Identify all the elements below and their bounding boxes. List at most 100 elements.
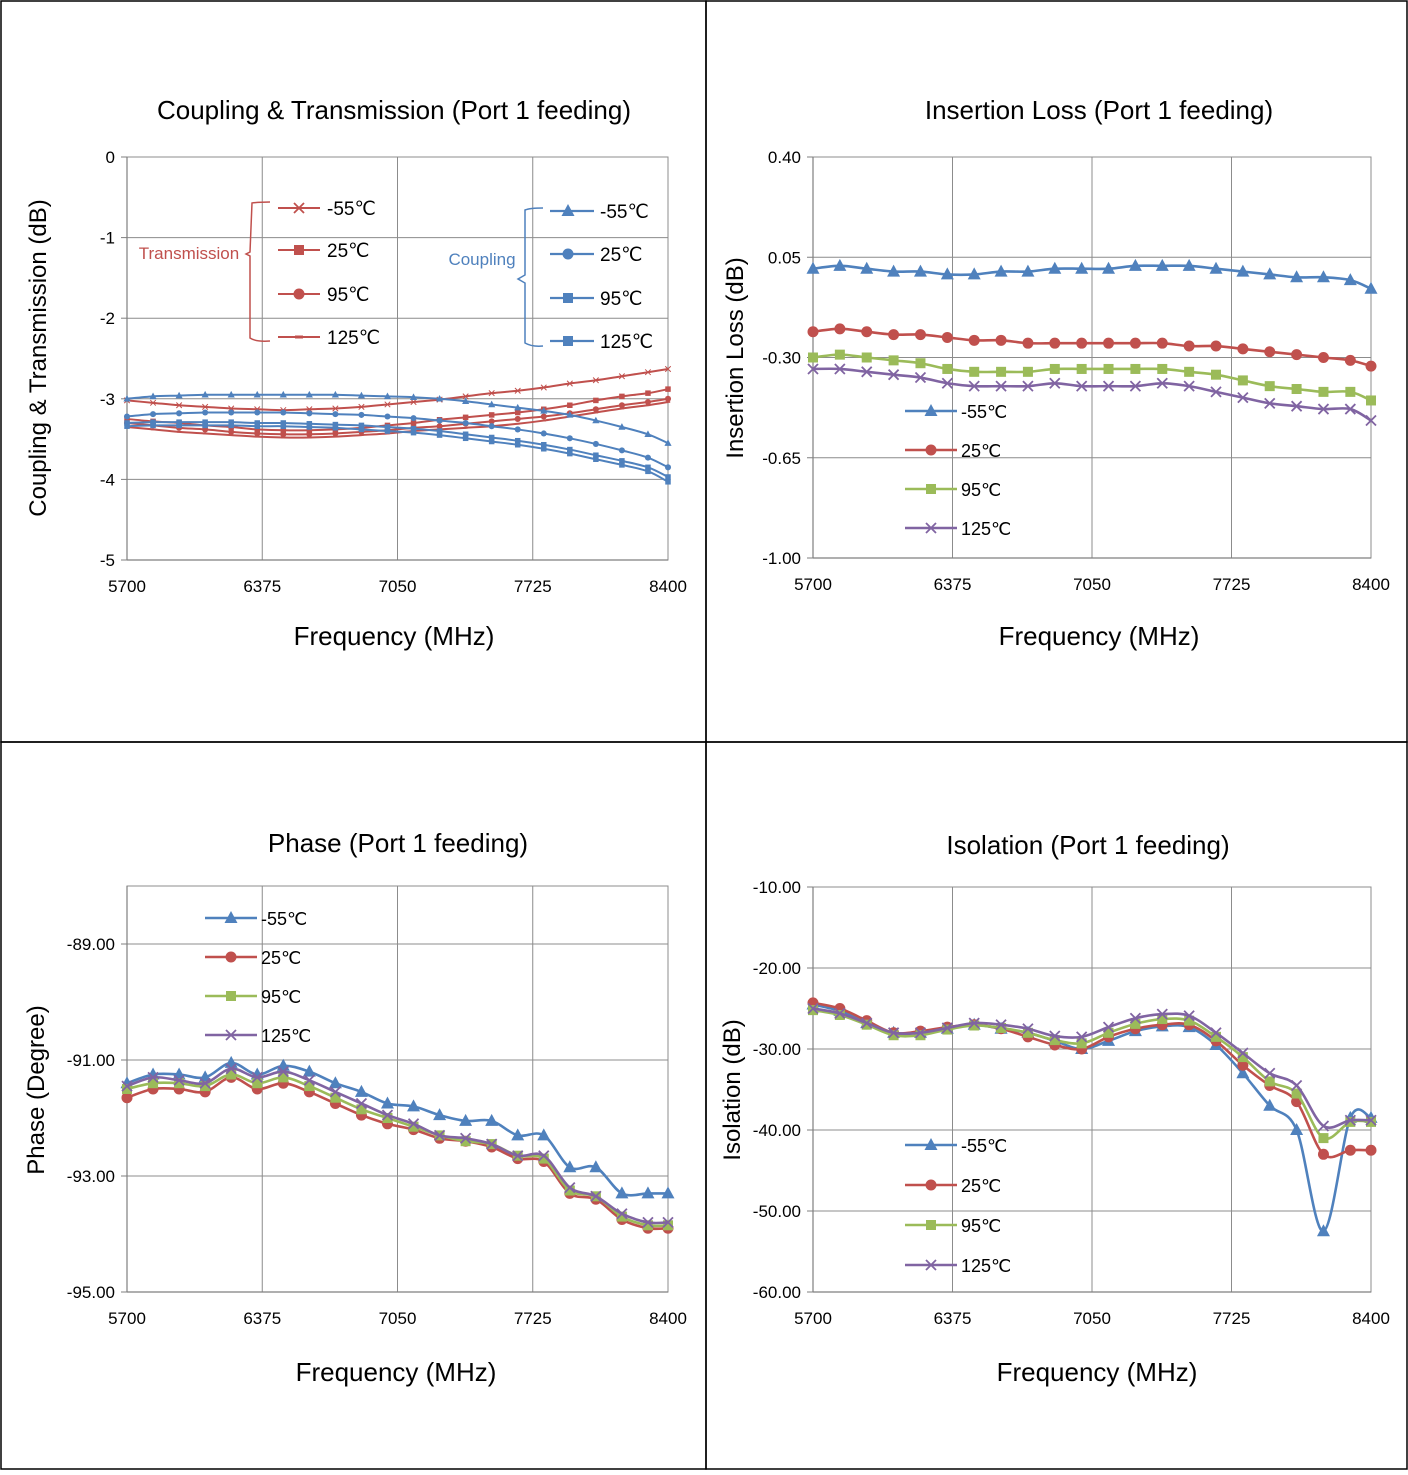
data-point (381, 1109, 394, 1121)
data-point (332, 405, 339, 412)
data-point (1156, 377, 1168, 389)
data-point-marker (410, 429, 417, 436)
data-point-marker (228, 428, 235, 435)
y-tick-label: -4 (100, 470, 115, 489)
data-point-marker (202, 403, 209, 410)
data-point (436, 423, 443, 430)
data-point (225, 1063, 237, 1075)
data-point (592, 416, 600, 424)
data-point-marker (514, 415, 521, 422)
data-point-marker (514, 387, 521, 394)
data-point (485, 1113, 499, 1126)
data-point (645, 464, 651, 471)
data-point-marker (227, 390, 235, 398)
data-point (592, 377, 599, 384)
data-point-marker (462, 435, 469, 442)
data-point (593, 456, 599, 462)
data-point (226, 1069, 237, 1080)
legend-marker (926, 1220, 936, 1230)
coupling-bracket (516, 207, 544, 347)
x-tick-label: 6375 (243, 577, 281, 596)
data-point (665, 474, 671, 480)
data-point-marker (664, 439, 672, 446)
data-point (592, 406, 599, 413)
data-point-marker (463, 426, 468, 429)
data-point (332, 430, 339, 437)
data-point (252, 1078, 263, 1089)
x-tick-label: 7725 (514, 577, 552, 596)
data-point-marker (358, 403, 365, 410)
data-point (436, 417, 443, 424)
data-point (486, 1138, 498, 1150)
data-point (1290, 400, 1303, 412)
data-point (1128, 258, 1142, 271)
x-tick-label: 6375 (934, 575, 972, 594)
data-point (228, 422, 234, 429)
data-point (176, 419, 182, 425)
data-point (328, 1076, 342, 1089)
series-line (812, 327, 1372, 368)
data-point-marker (488, 438, 495, 445)
x-axis-label: Frequency (MHz) (999, 621, 1200, 651)
data-point-marker (253, 390, 261, 398)
data-point-marker (228, 419, 234, 425)
series-25c (807, 323, 1377, 372)
data-point (1076, 1031, 1088, 1043)
data-point-marker (332, 421, 339, 428)
data-point (254, 426, 260, 433)
data-point (303, 1074, 315, 1086)
data-point (861, 366, 873, 378)
x-axis-label: Frequency (MHz) (296, 1357, 497, 1387)
data-point (149, 399, 157, 406)
data-point-marker (619, 407, 625, 410)
data-point (488, 423, 495, 430)
data-point-marker (566, 411, 574, 418)
data-point (122, 1084, 132, 1094)
data-point (1103, 1027, 1114, 1038)
data-point (619, 458, 625, 464)
data-point (540, 384, 547, 391)
data-point (488, 438, 495, 445)
data-point (409, 393, 418, 400)
data-point-marker (618, 373, 626, 380)
x-tick-label: 5700 (794, 1309, 832, 1328)
data-point (355, 1097, 368, 1110)
data-point-marker (279, 390, 287, 398)
legend: -55℃ 25℃ 95℃ 125℃ (205, 909, 311, 1046)
data-point (306, 421, 313, 427)
data-point (1237, 343, 1249, 355)
data-point (173, 1074, 185, 1086)
legend-label: 25℃ (961, 441, 1001, 461)
data-point (664, 395, 672, 402)
data-point (306, 424, 313, 430)
data-point-marker (150, 422, 156, 429)
data-point (407, 1118, 420, 1130)
data-point (665, 401, 671, 403)
x-tick-label: 7050 (379, 577, 417, 596)
data-point (176, 422, 182, 429)
data-point (642, 1216, 654, 1229)
y-tick-label: -3 (100, 390, 115, 409)
data-point (436, 394, 444, 402)
data-point (861, 1017, 873, 1029)
data-point-marker (644, 454, 651, 461)
data-point-marker (176, 431, 182, 433)
legend-marker (562, 248, 574, 260)
data-point (1344, 403, 1356, 415)
data-point-marker (541, 419, 546, 422)
transmission-group-label: Transmission (139, 244, 239, 263)
legend-label: 125℃ (327, 328, 380, 349)
data-point (995, 334, 1007, 346)
data-point (384, 424, 391, 430)
data-point-marker (176, 422, 182, 429)
chart-title: Isolation (Port 1 feeding) (946, 830, 1229, 860)
legend-label: 25℃ (961, 1176, 1001, 1196)
data-point (913, 264, 927, 277)
data-point (1263, 267, 1277, 280)
data-point-marker (645, 468, 651, 475)
y-tick-label: -0.30 (762, 349, 801, 368)
data-point-marker (332, 430, 339, 437)
data-point-marker (514, 441, 521, 448)
data-point-marker (462, 414, 469, 421)
data-point (1343, 273, 1357, 286)
